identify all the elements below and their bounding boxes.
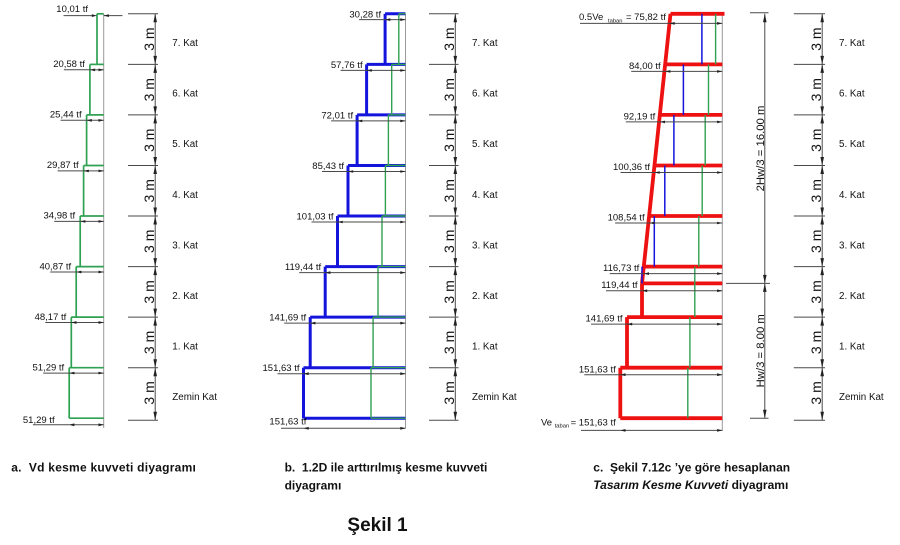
svg-text:101,03 tf: 101,03 tf: [297, 211, 334, 222]
svg-text:Hw/3 = 8.00 m: Hw/3 = 8.00 m: [755, 314, 767, 387]
svg-text:= 75,82 tf: = 75,82 tf: [626, 12, 666, 23]
svg-text:40,87 tf: 40,87 tf: [39, 261, 71, 272]
svg-text:Zemin Kat: Zemin Kat: [839, 392, 884, 403]
svg-text:taban: taban: [555, 424, 570, 430]
svg-text:151,63 tf: 151,63 tf: [269, 417, 306, 428]
svg-text:25,44 tf: 25,44 tf: [50, 110, 82, 121]
svg-text:3. Kat: 3. Kat: [472, 240, 498, 251]
svg-text:3 m: 3 m: [808, 331, 824, 354]
svg-text:5. Kat: 5. Kat: [472, 139, 498, 150]
svg-text:92,19 tf: 92,19 tf: [624, 112, 656, 123]
svg-text:1. Kat: 1. Kat: [472, 341, 498, 352]
svg-text:3 m: 3 m: [141, 381, 157, 404]
svg-text:116,73 tf: 116,73 tf: [603, 263, 640, 274]
svg-text:5. Kat: 5. Kat: [172, 139, 198, 150]
svg-text:119,44 tf: 119,44 tf: [285, 262, 322, 273]
svg-text:30,28 tf: 30,28 tf: [349, 9, 381, 20]
svg-text:51,29 tf: 51,29 tf: [32, 362, 64, 373]
svg-text:3 m: 3 m: [808, 179, 824, 202]
svg-text:84,00 tf: 84,00 tf: [629, 61, 661, 72]
svg-text:7. Kat: 7. Kat: [172, 38, 198, 49]
svg-text:34,98 tf: 34,98 tf: [43, 211, 75, 222]
svg-text:Tasarım Kesme Kuvveti diyagram: Tasarım Kesme Kuvveti diyagramı: [593, 478, 788, 492]
svg-text:4. Kat: 4. Kat: [839, 190, 865, 201]
svg-text:85,43 tf: 85,43 tf: [312, 161, 344, 172]
svg-text:48,17 tf: 48,17 tf: [35, 312, 67, 323]
svg-text:51,29 tf: 51,29 tf: [23, 415, 55, 426]
svg-text:3 m: 3 m: [141, 331, 157, 354]
svg-text:3 m: 3 m: [808, 280, 824, 303]
svg-text:29,87 tf: 29,87 tf: [47, 160, 79, 171]
svg-text:3 m: 3 m: [441, 27, 457, 50]
svg-text:3 m: 3 m: [808, 129, 824, 152]
svg-text:b. 1.2D ile arttırılmış kesme: b. 1.2D ile arttırılmış kesme kuvveti: [285, 461, 488, 475]
svg-text:57,76 tf: 57,76 tf: [331, 60, 363, 71]
svg-text:151,63 tf: 151,63 tf: [263, 363, 300, 374]
svg-text:= 151,63 tf: = 151,63 tf: [571, 417, 617, 428]
svg-text:5. Kat: 5. Kat: [839, 139, 865, 150]
svg-text:taban: taban: [608, 18, 623, 24]
svg-text:3 m: 3 m: [441, 179, 457, 202]
svg-text:100,36 tf: 100,36 tf: [613, 162, 650, 173]
svg-text:3 m: 3 m: [441, 280, 457, 303]
svg-text:Zemin Kat: Zemin Kat: [472, 392, 517, 403]
svg-text:3 m: 3 m: [141, 230, 157, 253]
svg-text:3 m: 3 m: [141, 129, 157, 152]
svg-text:Şekil 1: Şekil 1: [347, 515, 408, 536]
svg-text:2. Kat: 2. Kat: [839, 291, 865, 302]
svg-text:3 m: 3 m: [808, 381, 824, 404]
svg-text:0.5Ve: 0.5Ve: [579, 12, 603, 23]
svg-text:3 m: 3 m: [441, 129, 457, 152]
svg-text:3 m: 3 m: [441, 230, 457, 253]
svg-text:151,63 tf: 151,63 tf: [579, 364, 616, 375]
svg-text:7. Kat: 7. Kat: [839, 38, 865, 49]
svg-text:c. Şekil 7.12c ’ye göre hesap: c. Şekil 7.12c ’ye göre hesaplanan: [593, 461, 790, 475]
svg-text:108,54 tf: 108,54 tf: [608, 213, 645, 224]
svg-text:3 m: 3 m: [441, 78, 457, 101]
svg-text:7. Kat: 7. Kat: [472, 38, 498, 49]
svg-text:20,58 tf: 20,58 tf: [53, 59, 85, 70]
svg-text:3. Kat: 3. Kat: [172, 240, 198, 251]
svg-text:4. Kat: 4. Kat: [472, 190, 498, 201]
svg-text:3. Kat: 3. Kat: [839, 240, 865, 251]
svg-text:3 m: 3 m: [141, 78, 157, 101]
svg-text:a. Vd kesme kuvveti diyagramı: a. Vd kesme kuvveti diyagramı: [11, 461, 196, 475]
svg-text:3 m: 3 m: [808, 230, 824, 253]
svg-text:3 m: 3 m: [441, 331, 457, 354]
svg-text:10,01 tf: 10,01 tf: [56, 4, 88, 15]
svg-text:6. Kat: 6. Kat: [172, 89, 198, 100]
svg-text:119,44 tf: 119,44 tf: [601, 280, 638, 291]
svg-text:Zemin Kat: Zemin Kat: [172, 392, 217, 403]
svg-text:3 m: 3 m: [441, 381, 457, 404]
svg-text:3 m: 3 m: [141, 179, 157, 202]
svg-text:72,01 tf: 72,01 tf: [321, 110, 353, 121]
svg-text:2Hw/3 = 16.00 m: 2Hw/3 = 16.00 m: [755, 106, 767, 192]
svg-text:4. Kat: 4. Kat: [172, 190, 198, 201]
svg-text:1. Kat: 1. Kat: [839, 341, 865, 352]
svg-text:3 m: 3 m: [808, 27, 824, 50]
svg-text:6. Kat: 6. Kat: [472, 89, 498, 100]
svg-text:3 m: 3 m: [141, 27, 157, 50]
svg-text:2. Kat: 2. Kat: [172, 291, 198, 302]
svg-text:Ve: Ve: [541, 417, 552, 428]
svg-text:141,69 tf: 141,69 tf: [269, 313, 306, 324]
svg-text:6. Kat: 6. Kat: [839, 89, 865, 100]
svg-text:141,69 tf: 141,69 tf: [586, 314, 623, 325]
svg-text:1. Kat: 1. Kat: [172, 341, 198, 352]
svg-text:diyagramı: diyagramı: [285, 479, 342, 493]
svg-text:3 m: 3 m: [808, 78, 824, 101]
svg-text:3 m: 3 m: [141, 280, 157, 303]
svg-text:2. Kat: 2. Kat: [472, 291, 498, 302]
